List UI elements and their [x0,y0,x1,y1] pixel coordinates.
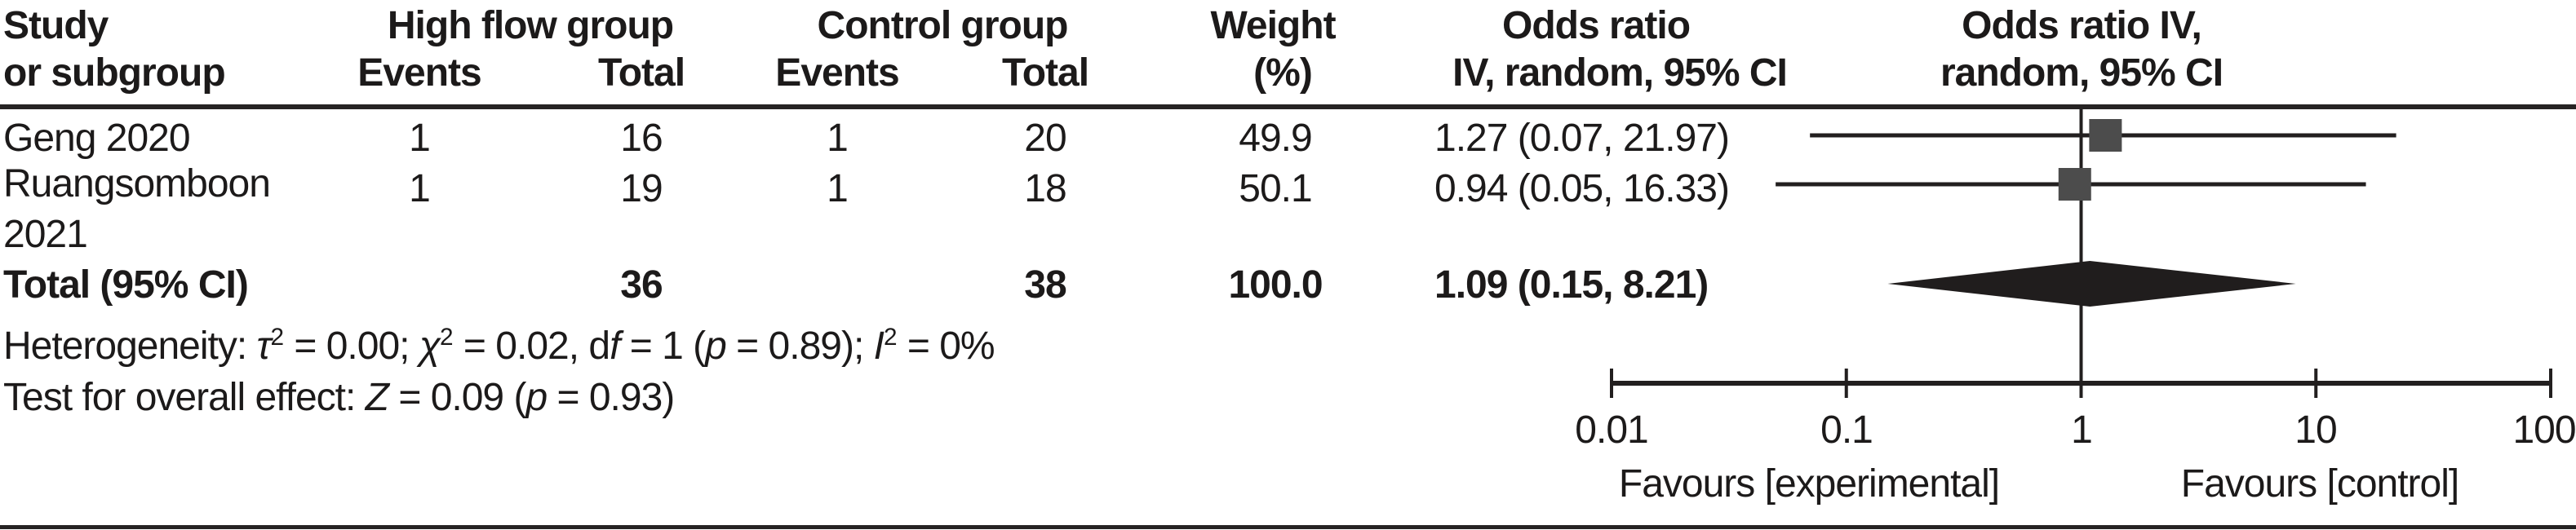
header-ctrl-events: Events [775,51,899,95]
stat-segment: τ [256,325,272,368]
header-weight-line1: Weight [1210,4,1336,47]
header-study-line2: or subgroup [3,51,226,95]
header-weight-line2: (%) [1253,51,1313,95]
header-or-plot-line1: Odds ratio IV, [1962,4,2202,47]
study-square-marker [2089,119,2122,152]
favours-experimental-label: Favours [experimental] [1618,462,2000,506]
weight-value: 50.1 [1239,167,1312,210]
ctrl-events-value: 1 [827,167,849,210]
weight-value: 49.9 [1239,117,1312,160]
stat-segment: Heterogeneity: [3,325,257,368]
header-ctrl-total: Total [1001,51,1089,95]
study-square-marker [2058,168,2091,201]
total-hf-total: 36 [620,263,663,307]
header-divider-rule [0,104,2576,109]
or-ci-value: 1.27 (0.07, 21.97) [1434,117,1730,160]
axis-tick-label: 100 [2512,409,2576,452]
heterogeneity-text: Heterogeneity: τ2 = 0.00; χ2 = 0.02, df … [3,325,995,366]
stat-segment: Z [365,376,389,419]
header-group-high-flow: High flow group [387,4,674,47]
stat-segment: 2 [270,324,285,351]
total-or-ci: 1.09 (0.15, 8.21) [1434,263,1709,307]
axis-tick [1610,369,1613,398]
overall-effect-text: Test for overall effect: Z = 0.09 (p = 0… [3,376,675,419]
study-name: Geng 2020 [3,117,191,160]
stat-segment: p [525,376,548,419]
stat-segment: 2 [440,324,454,351]
stat-segment: = 1 ( [619,325,706,368]
stat-segment: χ [419,325,441,368]
total-ctrl-total: 38 [1024,263,1066,307]
stat-segment: = 0.89); [725,325,874,368]
header-group-control: Control group [817,4,1069,47]
stat-segment: 2 [883,324,898,351]
or-reference-line [2079,109,2083,383]
stat-segment: Test for overall effect: [3,376,366,419]
total-weight: 100.0 [1228,263,1323,307]
axis-tick [1844,369,1848,398]
axis-tick [2314,369,2318,398]
bottom-rule [0,525,2576,529]
header-or-line2: IV, random, 95% CI [1452,51,1788,95]
axis-tick-label: 10 [2294,409,2337,452]
hf-events-value: 1 [409,117,431,160]
study-name: Ruangsomboon 2021 [3,162,271,256]
or-ci-value: 0.94 (0.05, 16.33) [1434,167,1730,210]
header-or-plot-line2: random, 95% CI [1940,51,2224,95]
header-study-line1: Study [3,4,109,47]
header-or-line1: Odds ratio [1501,4,1691,47]
stat-segment: = 0.09 ( [388,376,526,419]
ctrl-events-value: 1 [827,117,849,160]
axis-tick-label: 0.1 [1820,409,1873,452]
hf-total-value: 16 [620,117,663,160]
total-label: Total (95% CI) [3,263,249,307]
stat-segment: = 0% [897,325,995,368]
axis-tick [2079,369,2083,398]
axis-tick [2549,369,2552,398]
stat-segment: = 0.02, d [453,325,610,368]
axis-tick-label: 0.01 [1575,409,1648,452]
stat-segment: p [705,325,727,368]
hf-total-value: 19 [620,167,663,210]
hf-events-value: 1 [409,167,431,210]
favours-control-label: Favours [control] [2180,462,2459,506]
stat-segment: I [873,325,885,368]
total-diamond [1887,261,2296,307]
ctrl-total-value: 18 [1024,167,1066,210]
header-hf-events: Events [357,51,481,95]
header-hf-total: Total [597,51,685,95]
stat-segment: = 0.93) [547,376,675,419]
stat-segment: = 0.00; [284,325,419,368]
ctrl-total-value: 20 [1024,117,1066,160]
stat-segment: f [610,325,620,368]
axis-tick-label: 1 [2071,409,2093,452]
